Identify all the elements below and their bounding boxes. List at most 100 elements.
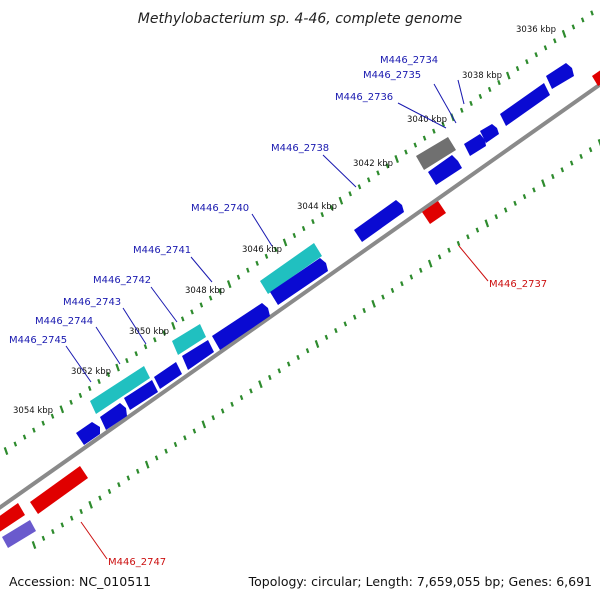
gene-m446-2737-arrow[interactable] xyxy=(422,201,446,224)
gene-m446-2738-arrow[interactable] xyxy=(354,200,404,242)
outer-ring-tick xyxy=(543,45,548,51)
inner-ring-tick xyxy=(475,227,480,233)
gene-m446-2741-main-arrow[interactable] xyxy=(212,303,270,350)
inner-ring-tick xyxy=(427,259,433,268)
gene-red-edge-arrow[interactable] xyxy=(0,503,25,533)
gene-label-m446-2736[interactable]: M446_2736 xyxy=(335,92,393,103)
inner-ring-tick xyxy=(107,488,112,494)
tick-label: 3044 kbp xyxy=(297,202,337,212)
gene-m446-2747-arrow[interactable] xyxy=(30,466,88,514)
gene-m446-2744-rna-arrow[interactable] xyxy=(90,366,150,414)
inner-ring-tick xyxy=(314,340,320,348)
gene-label-m446-2743[interactable]: M446_2743 xyxy=(63,297,121,308)
outer-ring-tick xyxy=(236,274,241,280)
gene-leader-line xyxy=(150,286,178,323)
inner-ring-tick xyxy=(569,160,574,166)
inner-ring-tick xyxy=(390,287,395,293)
gene-m446-2744-arrow[interactable] xyxy=(100,403,127,430)
inner-ring-tick xyxy=(409,274,414,280)
inner-ring-tick xyxy=(286,361,291,367)
gene-m446-2734-end-arrow[interactable] xyxy=(546,63,574,89)
gene-m446-2735-small-arrow[interactable] xyxy=(480,124,499,143)
inner-ring-tick xyxy=(79,508,83,515)
inner-ring-tick xyxy=(579,153,583,159)
outer-ring-tick xyxy=(311,219,315,225)
gene-m446-2741-arrow[interactable] xyxy=(182,340,214,370)
inner-ring-tick xyxy=(513,200,517,206)
gene-m446-2734-arrow[interactable] xyxy=(500,83,550,126)
gene-leader-line xyxy=(251,213,273,247)
outer-ring-tick xyxy=(534,52,538,58)
inner-ring-tick xyxy=(296,354,300,360)
outer-ring-tick xyxy=(50,413,55,419)
inner-ring-tick xyxy=(135,468,140,474)
outer-ring-tick xyxy=(69,399,73,405)
gene-label-m446-2741[interactable]: M446_2741 xyxy=(133,245,191,256)
gene-m446-2742-rna-arrow[interactable] xyxy=(172,324,206,355)
gene-label-m446-2737[interactable]: M446_2737 xyxy=(489,279,547,290)
tick-label: 3050 kbp xyxy=(129,327,169,337)
gene-m446-2743-arrow[interactable] xyxy=(124,380,158,410)
gene-leader-line xyxy=(95,326,121,365)
outer-ring-tick xyxy=(441,121,445,127)
map-title: Methylobacterium sp. 4-46, complete geno… xyxy=(138,11,462,27)
inner-ring-tick xyxy=(31,541,37,549)
gene-label-m446-2742[interactable]: M446_2742 xyxy=(93,275,151,286)
gene-m446-2740-rna-arrow[interactable] xyxy=(260,243,322,294)
gene-m446-2735-arrow[interactable] xyxy=(464,134,486,156)
gene-purple-edge-arrow[interactable] xyxy=(2,520,36,548)
inner-ring-tick xyxy=(88,500,93,509)
outer-ring-tick xyxy=(32,427,36,433)
tick-label: 3042 kbp xyxy=(353,159,393,169)
gene-red-edge-arrow-right[interactable] xyxy=(592,67,600,86)
outer-ring-tick xyxy=(13,441,18,447)
outer-ring-tick xyxy=(199,302,204,308)
outer-ring-tick xyxy=(255,260,259,266)
inner-ring-tick xyxy=(437,254,442,260)
inner-ring-tick xyxy=(343,321,348,327)
outer-ring-tick xyxy=(143,344,148,350)
inner-ring-tick xyxy=(164,448,168,454)
outer-ring-tick xyxy=(404,149,408,155)
outer-ring-tick xyxy=(87,385,92,391)
genome-backbone xyxy=(0,82,600,510)
inner-ring-tick xyxy=(597,139,600,147)
inner-ring-tick xyxy=(305,348,310,354)
gene-m446-2736-pseudo-arrow[interactable] xyxy=(416,137,456,170)
gene-label-m446-2738[interactable]: M446_2738 xyxy=(271,143,329,154)
inner-ring-tick xyxy=(220,408,225,414)
gene-label-m446-2747[interactable]: M446_2747 xyxy=(108,557,166,568)
outer-ring-tick xyxy=(3,447,9,455)
outer-tick-ring xyxy=(3,10,594,455)
outer-ring-tick xyxy=(162,330,166,336)
inner-ring-tick xyxy=(192,428,197,434)
outer-ring-tick xyxy=(590,10,594,16)
gene-label-m446-2744[interactable]: M446_2744 xyxy=(35,316,93,327)
inner-ring-tick xyxy=(69,515,74,521)
outer-ring-tick xyxy=(273,246,278,252)
gene-label-m446-2734[interactable]: M446_2734 xyxy=(380,55,438,66)
inner-ring-tick xyxy=(268,374,272,381)
gene-label-m446-2745[interactable]: M446_2745 xyxy=(9,335,67,346)
tick-label: 3038 kbp xyxy=(462,71,502,81)
gene-m446-2740-arrow[interactable] xyxy=(270,258,328,305)
gene-m446-2745-arrow[interactable] xyxy=(76,422,100,445)
tick-label: 3052 kbp xyxy=(71,367,111,377)
gene-label-m446-2735[interactable]: M446_2735 xyxy=(363,70,421,81)
outer-ring-tick xyxy=(180,316,185,322)
outer-ring-tick xyxy=(487,86,492,93)
tick-label: 3036 kbp xyxy=(516,25,556,35)
outer-ring-tick xyxy=(208,295,213,301)
inner-ring-tick xyxy=(362,307,366,314)
gene-label-m446-2740[interactable]: M446_2740 xyxy=(191,203,249,214)
inner-ring-tick xyxy=(117,482,121,488)
gene-m446-2736-arrow[interactable] xyxy=(428,155,462,185)
gene-m446-2742-arrow[interactable] xyxy=(154,362,182,389)
inner-ring-tick xyxy=(239,395,244,401)
outer-ring-tick xyxy=(301,225,306,232)
inner-ring-tick xyxy=(51,529,55,535)
outer-ring-tick xyxy=(246,267,250,273)
inner-ring-tick xyxy=(144,460,150,469)
inner-ring-tick xyxy=(98,495,102,501)
